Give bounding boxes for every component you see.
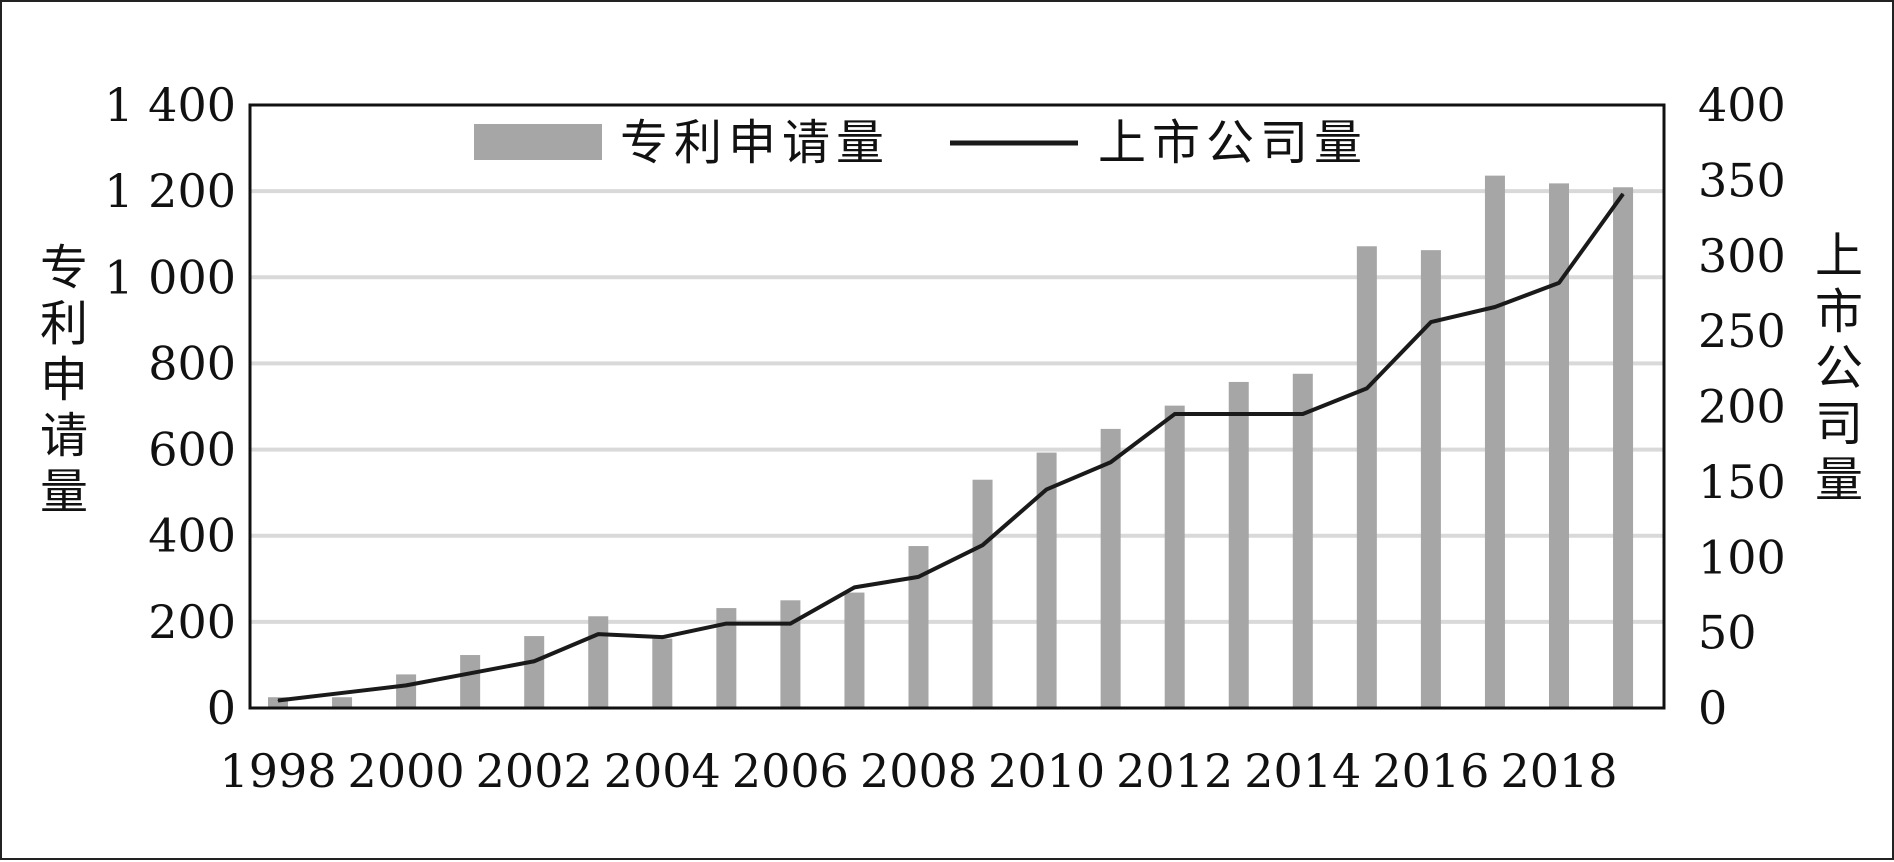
right-tick-label: 250	[1698, 304, 1786, 358]
x-tick-label: 2016	[1372, 744, 1489, 798]
legend-bar-swatch	[474, 124, 602, 160]
x-tick-label: 2006	[732, 744, 849, 798]
axis-title-char: 量	[40, 464, 88, 520]
line-point-2014	[1302, 413, 1304, 415]
bar-2009	[972, 479, 993, 708]
line-point-2016	[1430, 321, 1432, 323]
left-tick-label: 600	[148, 423, 236, 477]
right-axis-ticks: 0 50 100 150 200 250 300 350 400	[1698, 78, 1786, 735]
left-tick-label: 1 200	[104, 164, 236, 218]
left-tick-label: 400	[148, 509, 236, 563]
line-point-2017	[1494, 306, 1496, 308]
left-tick-label: 1 000	[104, 250, 236, 304]
x-tick-label: 2008	[860, 744, 977, 798]
right-axis-title: 上市公司量	[1815, 228, 1863, 508]
bar-2008	[908, 546, 929, 708]
line-point-2015	[1366, 387, 1368, 389]
axis-title-char: 申	[40, 352, 88, 408]
bar-2018	[1549, 183, 1569, 708]
bar-2017	[1484, 175, 1505, 708]
line-point-2007	[853, 586, 855, 588]
line-point-2005	[725, 623, 727, 625]
axis-title-char: 上	[1815, 228, 1863, 284]
bar-2016	[1420, 250, 1441, 709]
right-tick-label: 350	[1698, 153, 1786, 207]
line-point-2001	[469, 672, 471, 674]
bar-2005	[716, 608, 737, 708]
x-tick-label: 2000	[348, 744, 465, 798]
axis-title-char: 公	[1815, 340, 1863, 396]
bar-1998	[268, 697, 288, 708]
x-tick-label: 2014	[1244, 744, 1361, 798]
legend-label-patents: 专利申请量	[620, 115, 890, 171]
bar-2013	[1228, 381, 1249, 708]
axis-title-char: 市	[1815, 284, 1863, 340]
line-point-1998	[277, 699, 279, 701]
bar-2004	[652, 638, 673, 708]
line-point-2018	[1558, 282, 1560, 284]
right-tick-label: 400	[1698, 78, 1786, 132]
x-tick-label: 2004	[604, 744, 721, 798]
bar-2007	[844, 592, 865, 708]
line-point-2006	[789, 623, 791, 625]
axis-title-char: 专	[40, 240, 88, 296]
line-point-2011	[1110, 461, 1112, 463]
right-tick-label: 200	[1698, 380, 1786, 434]
bar-2003	[588, 616, 609, 708]
bar-2010	[1036, 452, 1057, 708]
left-tick-label: 1 400	[104, 78, 236, 132]
x-tick-label: 1998	[219, 744, 336, 798]
line-point-2003	[597, 633, 599, 635]
line-point-1999	[341, 692, 343, 694]
line-point-2009	[982, 544, 984, 546]
bar-2002	[524, 636, 545, 708]
legend-label-companies: 上市公司量	[1098, 115, 1368, 171]
bar-2011	[1100, 428, 1121, 708]
bar-2001	[460, 655, 481, 708]
bar-series	[268, 175, 1634, 709]
axis-title-char: 量	[1815, 452, 1863, 508]
bar-2015	[1356, 246, 1377, 708]
bar-2006	[780, 600, 801, 708]
left-tick-label: 0	[207, 681, 236, 735]
bar-2019	[1613, 187, 1634, 709]
line-point-2008	[918, 576, 919, 578]
line-point-2010	[1046, 488, 1048, 490]
bar-2012	[1164, 405, 1185, 708]
right-tick-label: 50	[1698, 606, 1757, 660]
axis-title-char: 利	[40, 296, 88, 352]
line-point-2013	[1238, 413, 1240, 415]
plot-border	[248, 103, 1666, 710]
axis-title-char: 司	[1815, 396, 1863, 452]
x-tick-label: 2012	[1116, 744, 1233, 798]
right-tick-label: 300	[1698, 229, 1786, 283]
legend: 专利申请量 上市公司量	[474, 115, 1368, 171]
line-point-2002	[533, 660, 535, 662]
line-series	[277, 192, 1625, 703]
line-companies	[277, 192, 1625, 703]
line-point-2000	[405, 684, 407, 686]
line-point-2019	[1622, 193, 1624, 195]
left-axis-title: 专利申请量	[40, 240, 88, 520]
axis-title-char: 请	[40, 408, 88, 464]
bar-2000	[396, 674, 417, 708]
x-tick-label: 2010	[988, 744, 1105, 798]
bar-1999	[332, 697, 353, 708]
line-point-2004	[661, 636, 663, 638]
x-tick-label: 2002	[476, 744, 593, 798]
right-tick-label: 100	[1698, 530, 1786, 584]
left-tick-label: 800	[148, 336, 236, 390]
left-axis-ticks: 0 200 400 600 800 1 000 1 200 1 400	[104, 78, 236, 735]
x-tick-label: 2018	[1500, 744, 1617, 798]
bar-2014	[1292, 373, 1313, 708]
right-tick-label: 150	[1698, 455, 1786, 509]
right-tick-label: 0	[1698, 681, 1727, 735]
left-tick-label: 200	[148, 595, 236, 649]
line-point-2012	[1174, 413, 1176, 415]
x-axis-ticks: 1998 2000 2002 2004 2006 2008 2010 2012 2014 2016…	[219, 744, 1617, 798]
